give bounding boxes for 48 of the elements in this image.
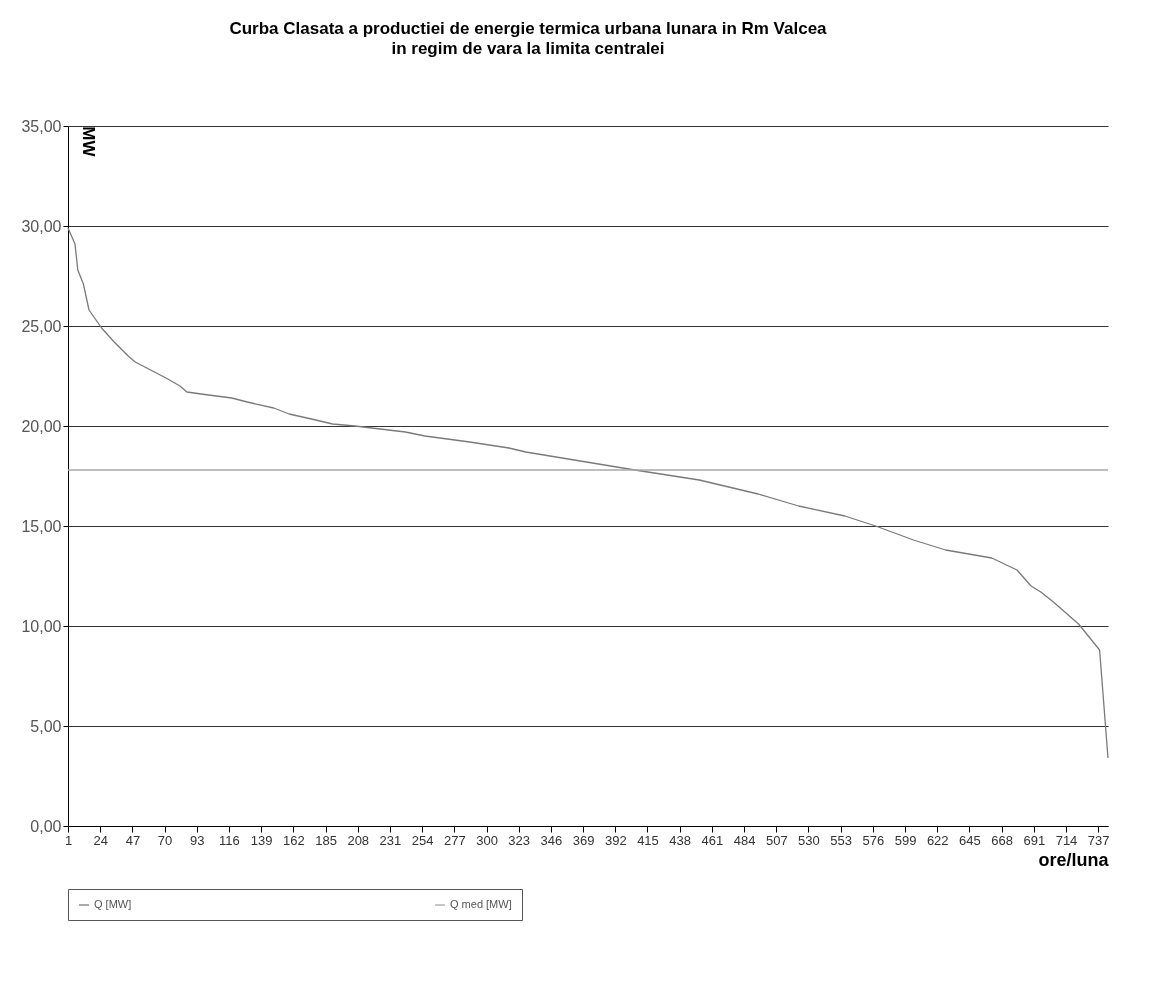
chart-subtitle: in regim de vara la limita centralei [391,39,665,58]
x-tick-label: 139 [250,832,273,848]
y-tick-label: 15,00 [21,517,62,535]
x-tick-label: 162 [283,832,305,848]
y-tick-label: 25,00 [21,317,62,335]
y-tick-label: 20,00 [21,417,62,435]
x-tick-label: 530 [798,832,820,848]
x-tick-label: 369 [572,832,595,848]
x-tick-label: 438 [669,832,692,848]
x-tick-label: 1 [64,832,73,848]
x-tick-label: 254 [411,832,434,848]
x-tick-label: 461 [701,832,724,848]
line-series [67,227,1109,759]
x-tick-label: 116 [219,832,240,848]
x-tick-label: 507 [765,832,788,848]
x-tick-label: 645 [959,832,981,848]
x-tick-label: 231 [379,832,402,848]
x-tick-label: 185 [315,832,337,848]
x-tick-label: 323 [508,832,531,848]
x-tick-label: 622 [926,832,949,848]
x-tick-label: 553 [830,832,852,848]
x-tick-label: 346 [540,832,563,848]
x-tick-label: 47 [125,832,141,848]
x-tick-label: 208 [347,832,370,848]
x-tick-label: 392 [604,832,627,848]
x-tick-label: 576 [862,832,885,848]
x-tick-label: 714 [1055,832,1078,848]
x-tick-label: 599 [894,832,917,848]
x-tick-label: 93 [190,832,205,848]
x-tick-label: 668 [991,832,1013,848]
x-axis-title: ore/luna [1038,849,1110,870]
x-tick-label: 691 [1023,832,1046,848]
y-tick-label: 35,00 [21,117,62,135]
x-tick-label: 24 [93,832,108,848]
y-tick-label: 10,00 [21,617,62,635]
y-axis-title: MW [78,126,98,158]
x-tick-label: 277 [443,832,466,848]
legend-label: Q med [MW] [450,898,512,910]
y-tick-label: 30,00 [21,217,62,235]
x-tick-label: 300 [476,832,498,848]
y-tick-label: 5,00 [30,717,62,735]
x-tick-label: 484 [733,832,756,848]
y-tick-label: 0,00 [30,817,62,835]
x-tick-label: 70 [157,832,173,848]
legend-label: Q [MW] [94,898,132,910]
x-tick-label: 415 [637,832,659,848]
x-tick-label: 737 [1087,832,1110,848]
chart-title: Curba Clasata a productiei de energie termica urbana lunara in Rm Valcea [229,19,828,38]
